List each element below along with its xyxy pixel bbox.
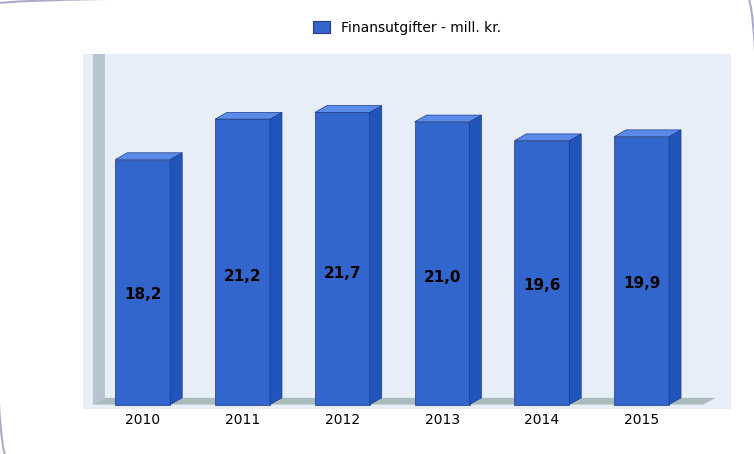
Polygon shape [514, 141, 569, 405]
Polygon shape [669, 130, 681, 405]
Polygon shape [415, 122, 470, 405]
Text: 19,9: 19,9 [623, 276, 661, 291]
Polygon shape [315, 113, 369, 405]
Polygon shape [93, 48, 105, 405]
Text: 21,7: 21,7 [323, 266, 361, 281]
Polygon shape [569, 134, 581, 405]
Polygon shape [215, 113, 282, 119]
Polygon shape [514, 134, 581, 141]
Text: 21,2: 21,2 [224, 269, 262, 284]
Polygon shape [470, 115, 482, 405]
Polygon shape [270, 113, 282, 405]
Text: 18,2: 18,2 [124, 287, 161, 302]
Polygon shape [369, 106, 382, 405]
Polygon shape [215, 119, 270, 405]
Polygon shape [115, 153, 182, 159]
Polygon shape [170, 153, 182, 405]
Legend: Finansutgifter - mill. kr.: Finansutgifter - mill. kr. [308, 15, 507, 40]
Polygon shape [415, 115, 482, 122]
Polygon shape [115, 159, 170, 405]
Polygon shape [93, 398, 716, 405]
Text: 21,0: 21,0 [423, 270, 461, 285]
Polygon shape [615, 130, 681, 137]
Text: 19,6: 19,6 [523, 278, 560, 293]
Polygon shape [315, 106, 382, 113]
Polygon shape [615, 137, 669, 405]
